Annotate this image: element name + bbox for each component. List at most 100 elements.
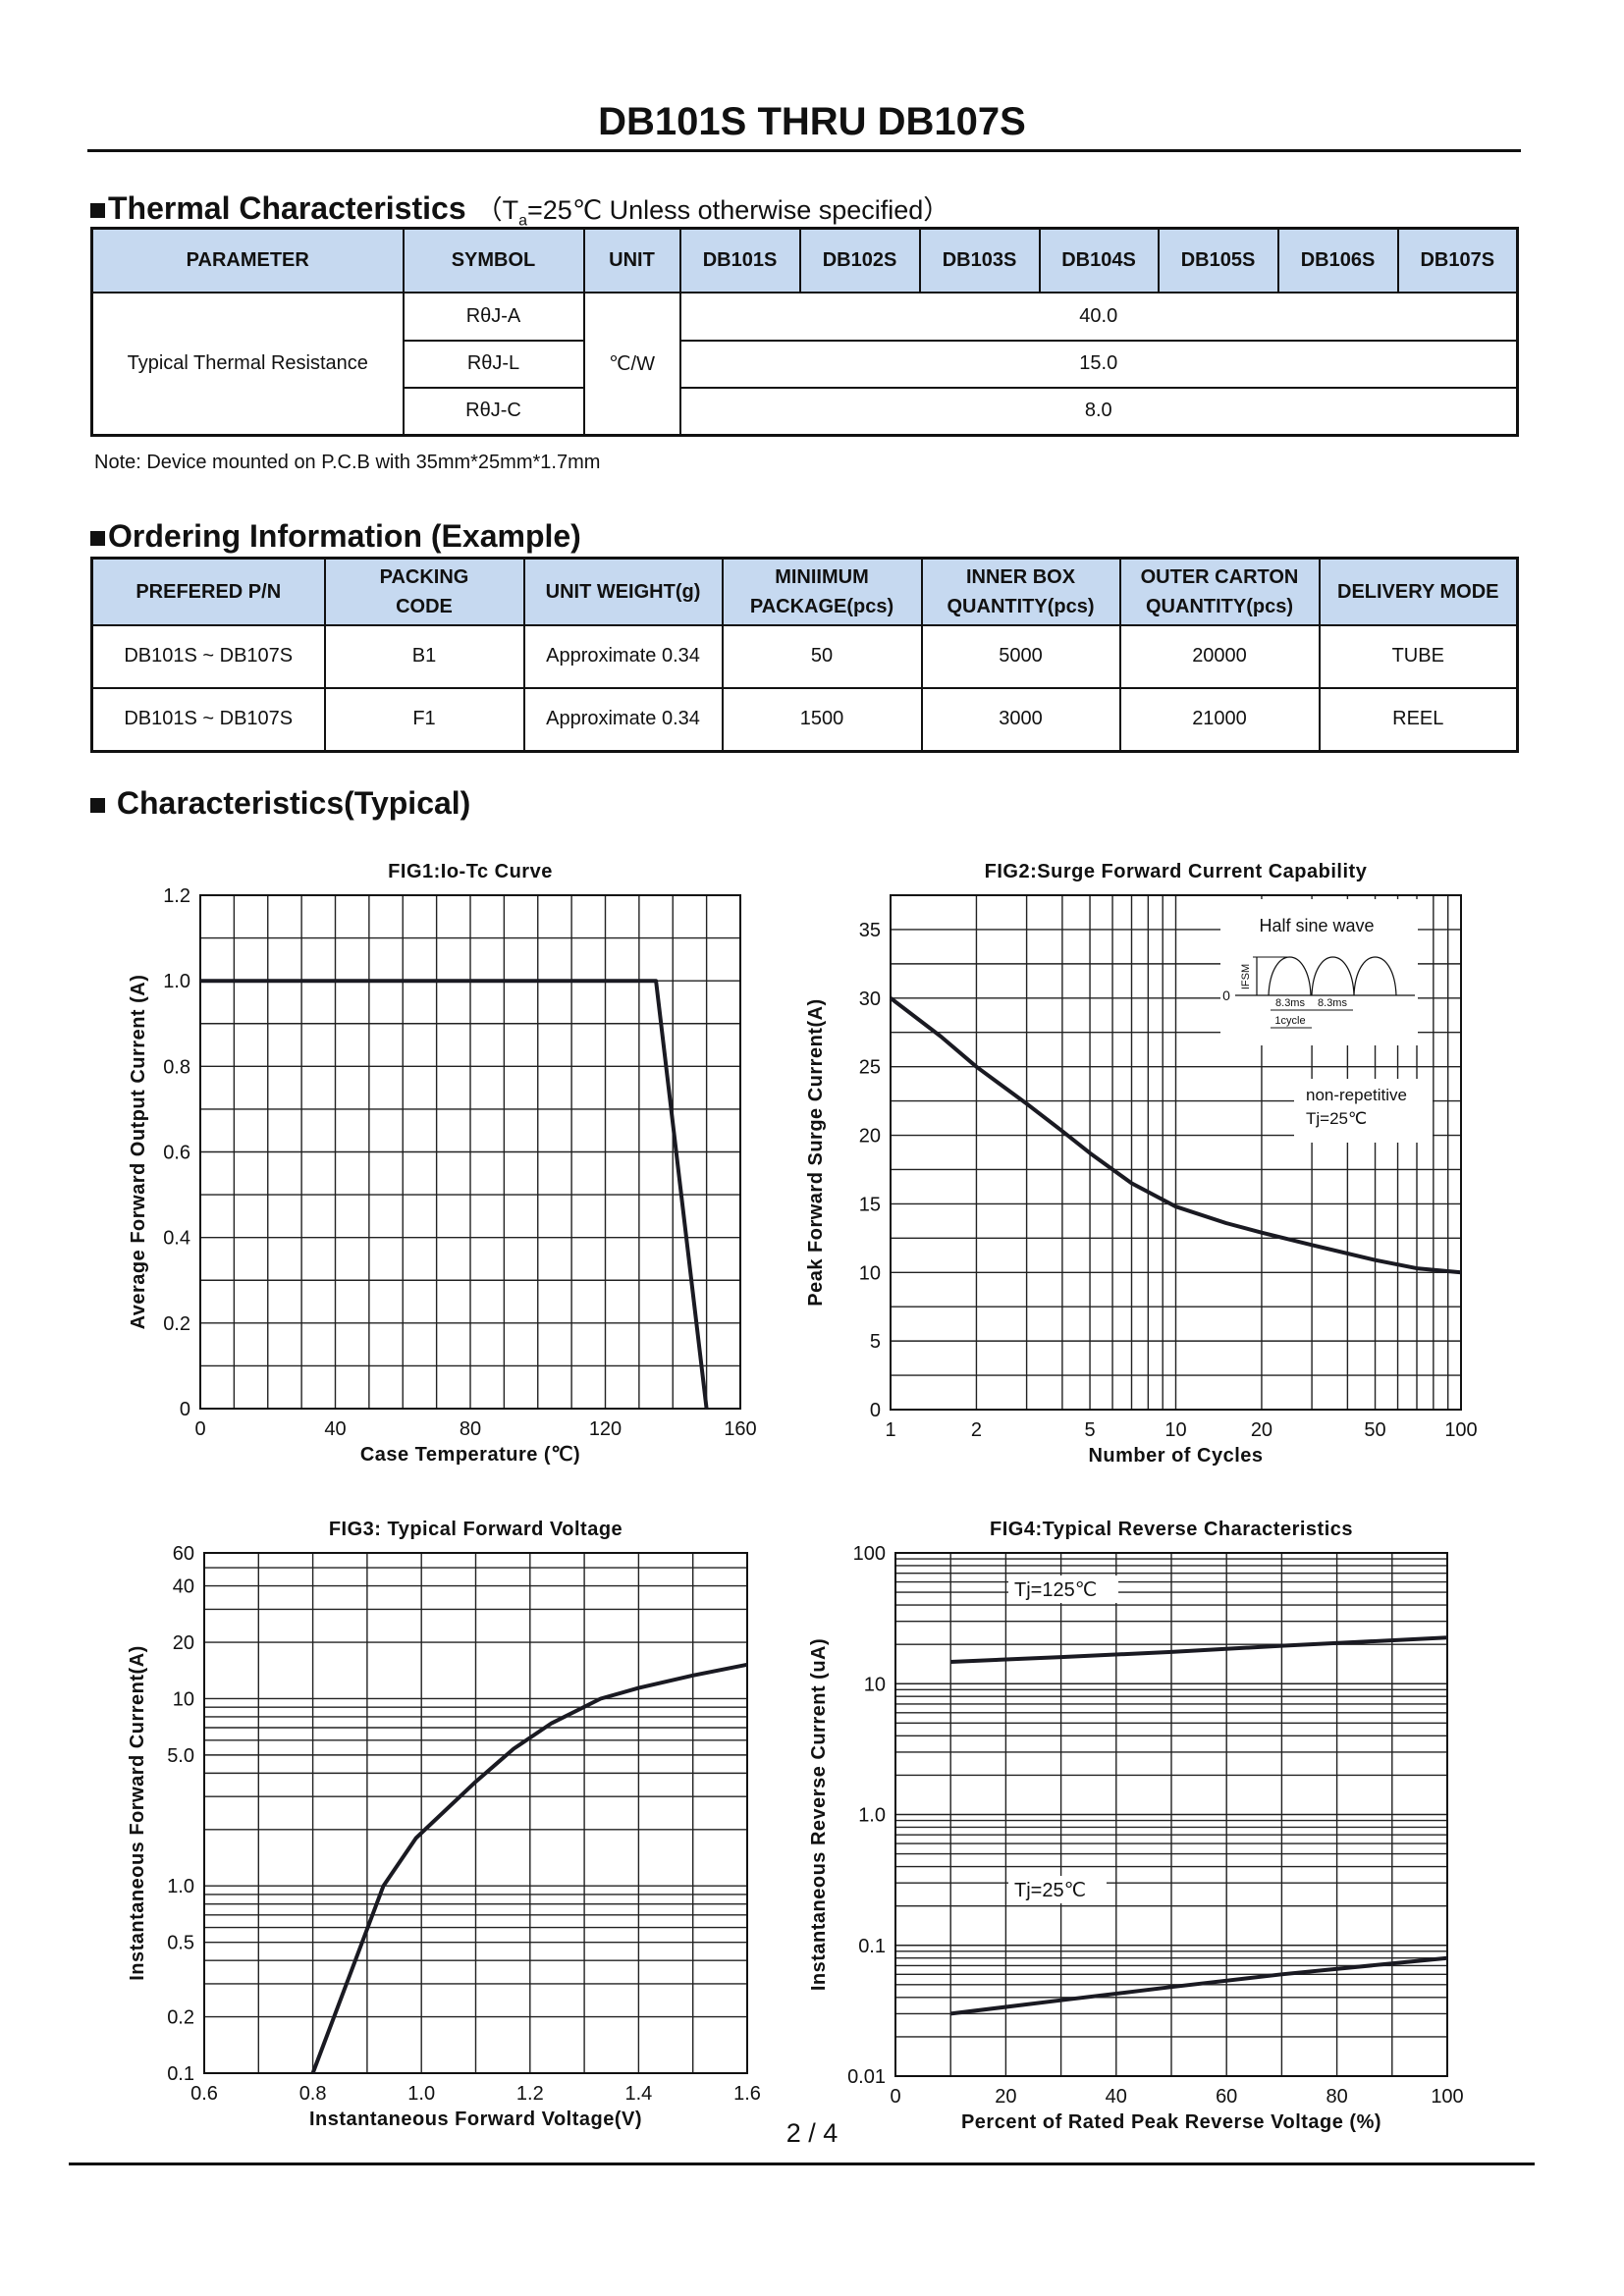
- value-cell: 15.0: [678, 339, 1519, 389]
- y-tick-label: 0.2: [163, 1313, 190, 1335]
- cell-outer-carton: 21000: [1118, 686, 1321, 753]
- header-db104s: DB104S: [1038, 227, 1160, 294]
- x-axis-label: Percent of Rated Peak Reverse Voltage (%…: [961, 2111, 1381, 2133]
- cell-min-package: 50: [721, 623, 923, 689]
- y-tick-label: 0: [870, 1400, 881, 1421]
- x-tick-label: 80: [460, 1418, 481, 1440]
- cell-inner-box: 3000: [920, 686, 1121, 753]
- inset-zero: 0: [1222, 988, 1230, 1003]
- condition-prefix: （T: [475, 195, 519, 225]
- y-tick-label: 10: [173, 1688, 194, 1710]
- condition-suffix: =25℃ Unless otherwise specified）: [527, 195, 950, 225]
- label-background: [1008, 1876, 1107, 1903]
- inset-period-1: 8.3ms: [1275, 997, 1305, 1009]
- y-tick-label: 0.8: [163, 1056, 190, 1078]
- chart-title: FIG4:Typical Reverse Characteristics: [990, 1519, 1353, 1540]
- y-tick-label: 10: [859, 1262, 881, 1284]
- header-packing-code: PACKING CODE: [323, 557, 525, 626]
- cell-inner-box: 5000: [920, 623, 1121, 689]
- x-tick-label: 0.8: [299, 2083, 327, 2105]
- x-tick-label: 1.2: [516, 2083, 544, 2105]
- y-tick-label: 20: [859, 1126, 881, 1148]
- header-unit-weight: UNIT WEIGHT(g): [522, 557, 724, 626]
- y-tick-label: 10: [864, 1674, 886, 1695]
- value-cell: 8.0: [678, 386, 1519, 437]
- thermal-header-row: PARAMETER SYMBOL UNIT DB101S DB102S DB10…: [90, 227, 1519, 294]
- parameter-cell: Typical Thermal Resistance: [90, 291, 405, 437]
- y-tick-label: 1.0: [163, 971, 190, 992]
- series-line-1: [310, 1662, 748, 2074]
- header-line: DELIVERY MODE: [1337, 580, 1499, 603]
- plot-frame: [199, 894, 741, 1410]
- x-tick-label: 0: [890, 2086, 900, 2108]
- series-line-2: [949, 1955, 1448, 2016]
- x-tick-label: 1.0: [407, 2083, 435, 2105]
- y-tick-label: 30: [859, 988, 881, 1010]
- x-tick-label: 0.6: [190, 2083, 218, 2105]
- half-sine-wave-inset: Half sine wave IFSM 0 8.3ms 8.3ms 1cycle: [1222, 916, 1415, 1029]
- ordering-heading: Ordering Information (Example): [90, 518, 581, 555]
- chart-title: FIG3: Typical Forward Voltage: [329, 1519, 623, 1540]
- plot-frame: [203, 1552, 748, 2074]
- y-tick-label: 60: [173, 1543, 194, 1565]
- y-tick-label: 0.6: [163, 1143, 190, 1164]
- y-tick-label: 25: [859, 1057, 881, 1079]
- chart-fig4: 0 20 40 60 80 100 0.01 0.1 1.0 10 100 FIG4:Typical …: [808, 1519, 1464, 2133]
- thermal-table: PARAMETER SYMBOL UNIT DB101S DB102S DB10…: [90, 227, 1519, 437]
- header-db105s: DB105S: [1157, 227, 1279, 294]
- y-tick-label: 15: [859, 1194, 881, 1215]
- cell-packing-code: B1: [323, 623, 525, 689]
- header-line: QUANTITY(pcs): [1146, 595, 1293, 617]
- header-line: PREFERED P/N: [135, 580, 282, 603]
- x-tick-label: 20: [995, 2086, 1016, 2108]
- cell-delivery-mode: REEL: [1318, 686, 1519, 753]
- note-non-repetitive: non-repetitive: [1306, 1086, 1407, 1104]
- chart-title: FIG1:Io-Tc Curve: [388, 861, 553, 882]
- header-db106s: DB106S: [1276, 227, 1399, 294]
- inset-cycle: 1cycle: [1274, 1015, 1305, 1027]
- thermal-condition: （Ta=25℃ Unless otherwise specified）: [475, 195, 950, 229]
- x-tick-label: 1: [885, 1419, 895, 1441]
- series-line-1: [889, 996, 1462, 1275]
- header-line: INNER BOX: [965, 565, 1076, 588]
- chart-fig1: 0 40 80 120 160 0 0.2 0.4 0.6 0.8 1.0 1.2 FIG1:Io-Tc…: [128, 861, 757, 1466]
- plot-frame: [894, 1552, 1448, 2077]
- chart-fig3: 0.6 0.8 1.0 1.2 1.4 1.6 0.1 0.2 0.5 1.0 5.0 10 20 40 6…: [127, 1519, 761, 2130]
- characteristics-heading: Characteristics(Typical): [90, 785, 470, 822]
- header-db107s: DB107S: [1396, 227, 1519, 294]
- header-line: CODE: [396, 595, 453, 617]
- header-db103s: DB103S: [918, 227, 1041, 294]
- y-tick-label: 0.5: [167, 1933, 194, 1954]
- header-line: PACKAGE(pcs): [749, 595, 894, 617]
- cell-part-number: DB101S ~ DB107S: [90, 686, 326, 753]
- document-title: DB101S THRU DB107S: [598, 100, 1026, 143]
- note-background: [1294, 1079, 1433, 1143]
- title-divider: [87, 149, 1521, 152]
- y-tick-label: 1.2: [163, 885, 190, 907]
- header-symbol: SYMBOL: [402, 227, 585, 294]
- x-tick-label: 160: [724, 1418, 756, 1440]
- header-db102s: DB102S: [798, 227, 921, 294]
- cell-unit-weight: Approximate 0.34: [522, 623, 724, 689]
- x-tick-label: 40: [1106, 2086, 1127, 2108]
- x-axis-label: Number of Cycles: [1088, 1445, 1263, 1467]
- y-tick-label: 0.1: [167, 2063, 194, 2085]
- ordering-heading-text: Ordering Information (Example): [108, 518, 581, 554]
- page-number: 2 / 4: [785, 2118, 839, 2148]
- chart-title: FIG2:Surge Forward Current Capability: [985, 861, 1368, 882]
- symbol-cell: RθJ-L: [402, 339, 585, 389]
- inset-period-2: 8.3ms: [1318, 997, 1347, 1009]
- symbol-cell: RθJ-A: [402, 291, 585, 342]
- header-parameter: PARAMETER: [90, 227, 405, 294]
- x-tick-label: 50: [1364, 1419, 1385, 1441]
- condition-subscript: a: [518, 212, 528, 230]
- header-unit: UNIT: [582, 227, 681, 294]
- y-tick-label: 0.01: [847, 2066, 886, 2088]
- symbol-cell: RθJ-C: [402, 386, 585, 437]
- header-line: OUTER CARTON: [1140, 565, 1299, 588]
- header-outer-carton: OUTER CARTON QUANTITY(pcs): [1118, 557, 1321, 626]
- y-tick-label: 100: [853, 1543, 886, 1565]
- footer-divider: [69, 2163, 1535, 2165]
- x-tick-label: 0: [194, 1418, 205, 1440]
- cell-outer-carton: 20000: [1118, 623, 1321, 689]
